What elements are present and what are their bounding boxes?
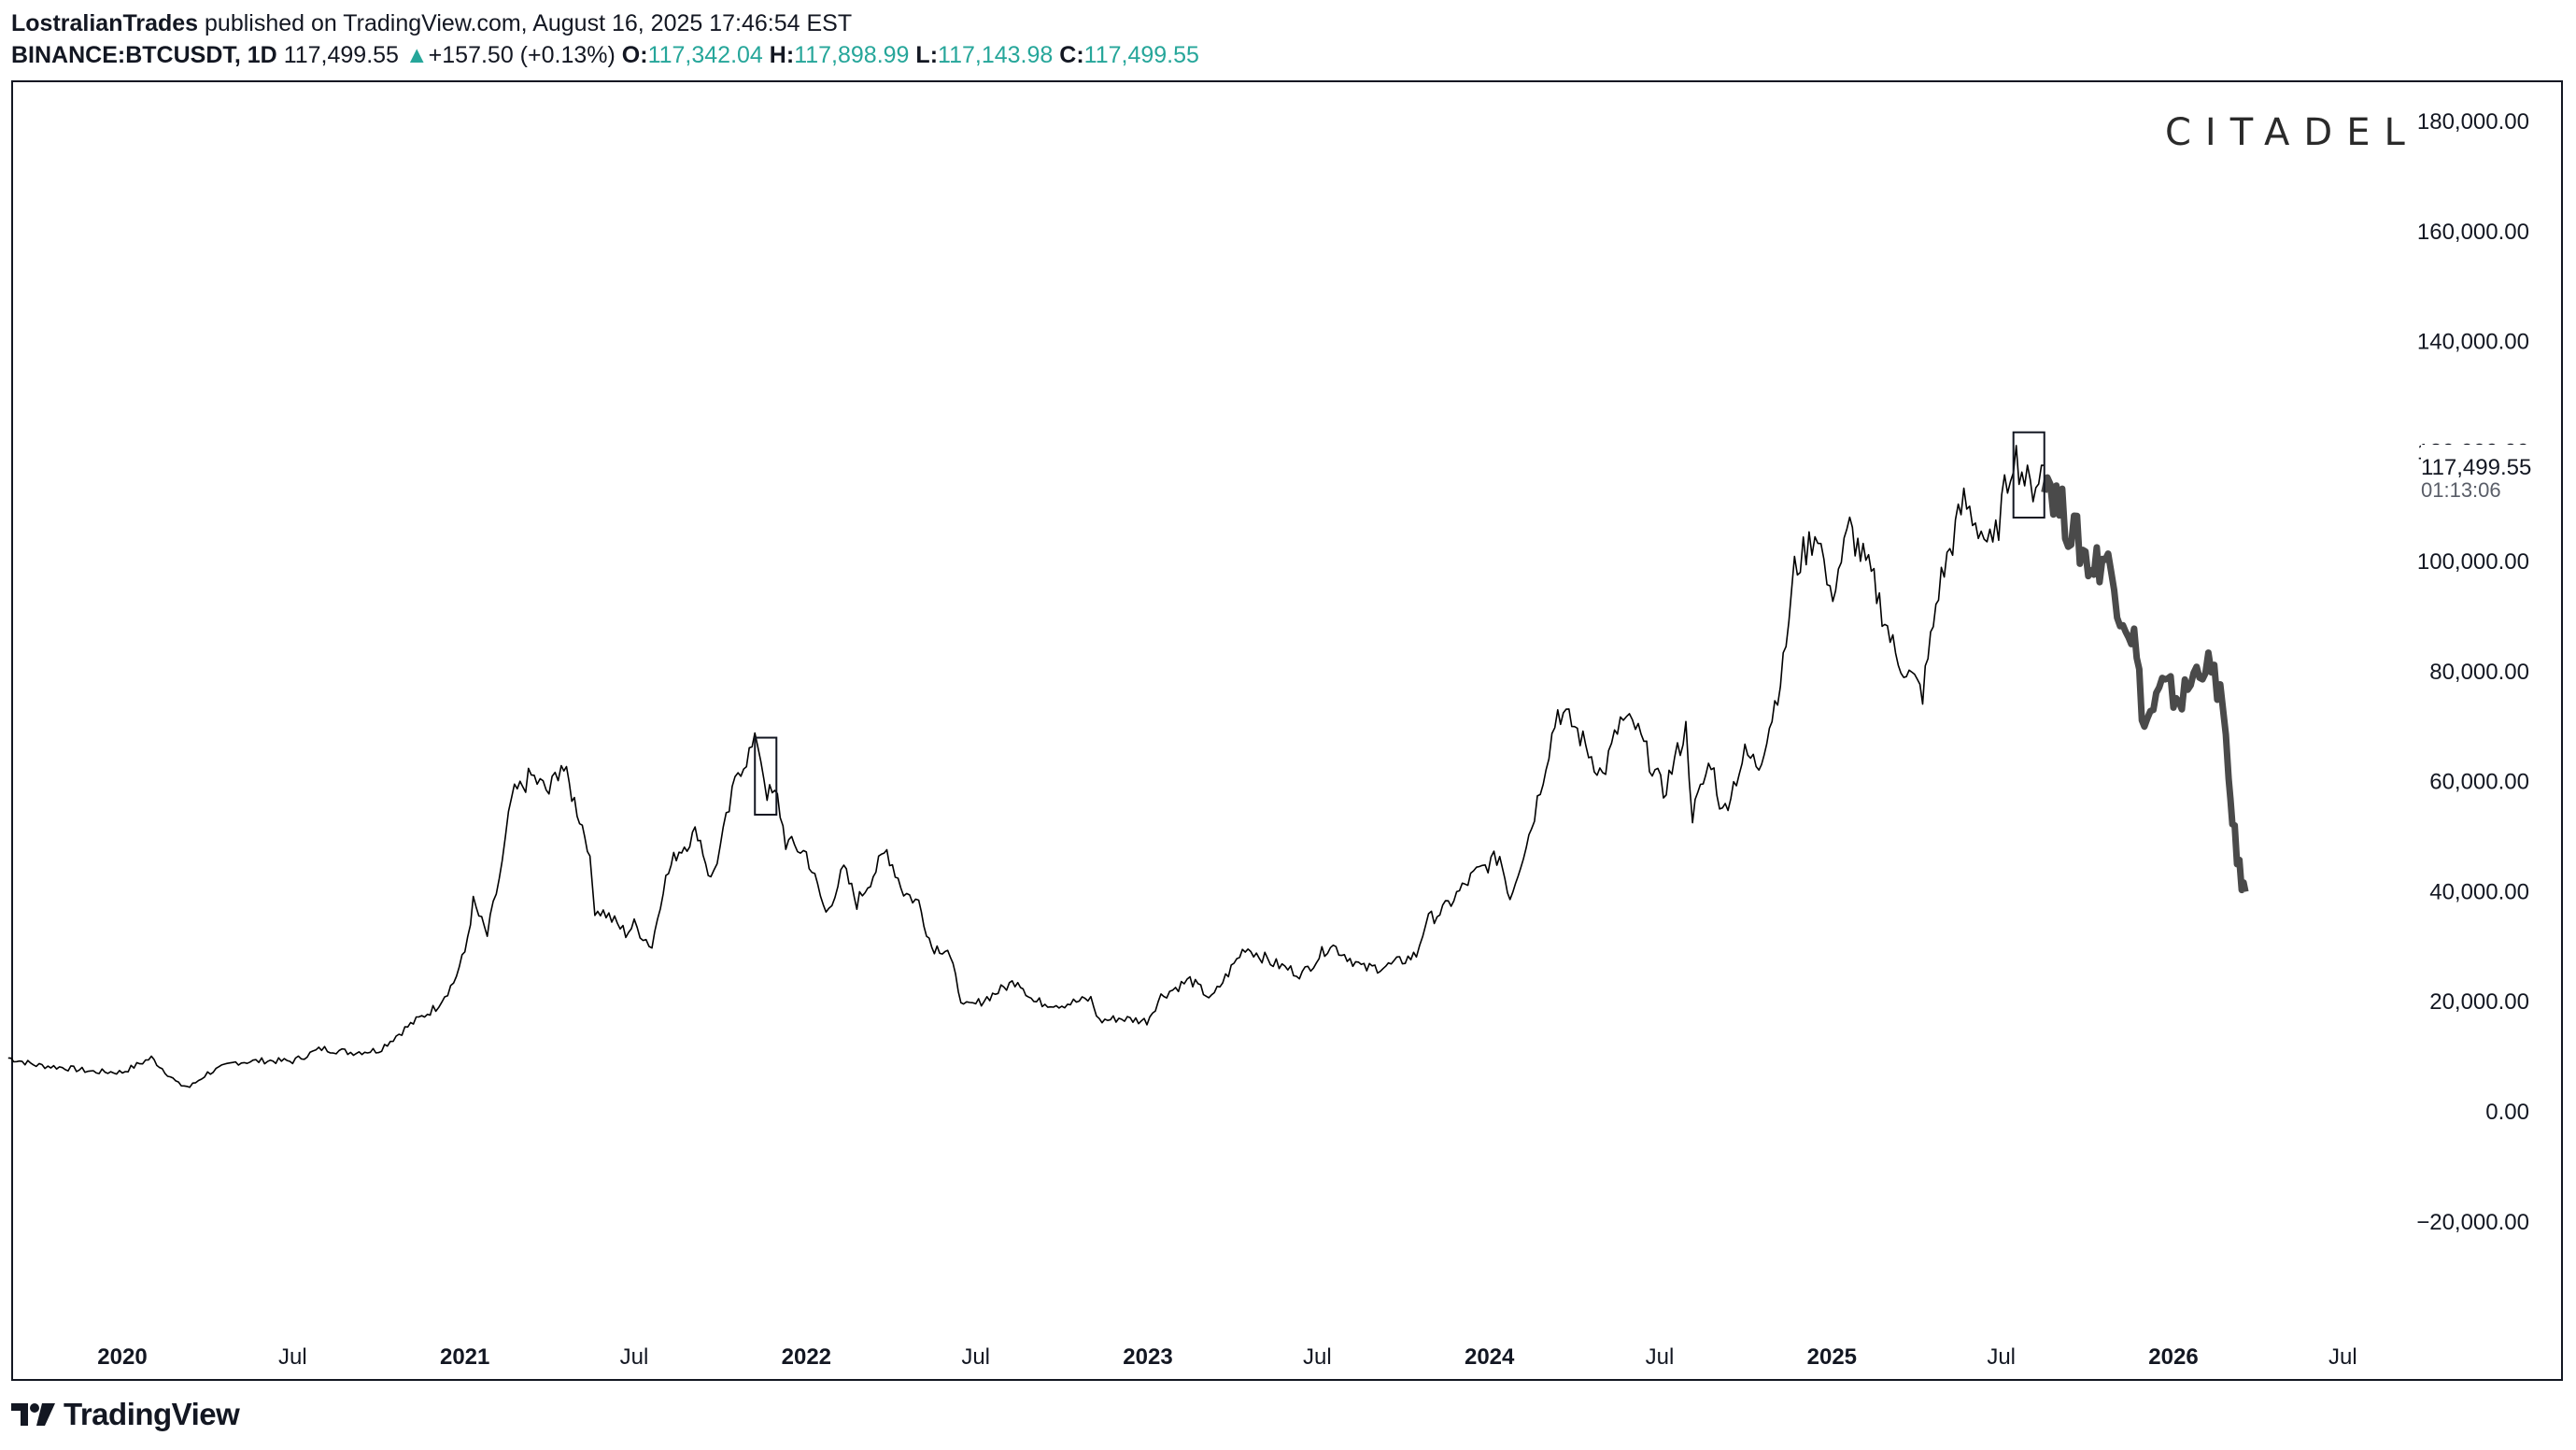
x-tick-label: Jul [278, 1344, 307, 1370]
projection-series-line [2041, 474, 2249, 894]
close-label: C: [1059, 42, 1084, 68]
x-tick-label: Jul [1987, 1344, 2016, 1370]
y-tick-label: 80,000.00 [2429, 660, 2529, 685]
x-tick-label: 2024 [1465, 1344, 1515, 1370]
x-tick-label: 2026 [2148, 1344, 2198, 1370]
x-tick-label: Jul [961, 1344, 990, 1370]
x-tick-label: Jul [2328, 1344, 2357, 1370]
symbol-line: BINANCE:BTCUSDT, 1D 117,499.55 ▲+157.50 … [11, 39, 1199, 71]
open-label: O: [621, 42, 648, 68]
x-tick-label: 2025 [1807, 1344, 1857, 1370]
historical-series-line [7, 445, 2045, 1088]
last-price-label: 117,499.55 [2421, 455, 2531, 480]
tradingview-logo-text: TradingView [64, 1397, 240, 1431]
annotation-rectangle[interactable] [2012, 431, 2045, 519]
open-value: 117,342.04 [647, 42, 763, 68]
tradingview-footer[interactable]: TradingView [11, 1396, 240, 1433]
y-tick-label: 20,000.00 [2429, 989, 2529, 1015]
x-tick-label: 2021 [440, 1344, 489, 1370]
last-price-label-bg [2421, 445, 2561, 503]
y-tick-label: −20,000.00 [2416, 1210, 2529, 1235]
y-tick-label: 60,000.00 [2429, 770, 2529, 795]
low-label: L: [915, 42, 939, 68]
x-tick-label: Jul [1303, 1344, 1332, 1370]
y-tick-label: 140,000.00 [2417, 330, 2529, 355]
y-tick-label: 100,000.00 [2417, 549, 2529, 575]
annotation-rectangle[interactable] [754, 736, 778, 816]
y-tick-label: 160,000.00 [2417, 220, 2529, 245]
tradingview-logo-icon [11, 1403, 55, 1426]
symbol-name[interactable]: BINANCE:BTCUSDT, 1D [11, 42, 277, 68]
chart-frame[interactable] [11, 80, 2563, 1381]
x-tick-label: 2020 [97, 1344, 147, 1370]
close-value: 117,499.55 [1083, 42, 1199, 68]
chart-header: LostralianTrades published on TradingVie… [11, 7, 1199, 71]
high-label: H: [769, 42, 795, 68]
publish-line: LostralianTrades published on TradingVie… [11, 7, 1199, 39]
y-tick-label: 180,000.00 [2417, 109, 2529, 135]
up-arrow-icon: ▲ [404, 42, 429, 68]
x-tick-label: Jul [620, 1344, 649, 1370]
y-tick-label: 0.00 [2485, 1100, 2529, 1125]
publish-info: published on TradingView.com, August 16,… [205, 10, 853, 36]
x-tick-label: 2023 [1123, 1344, 1172, 1370]
y-tick-label: 40,000.00 [2429, 879, 2529, 904]
author-name[interactable]: LostralianTrades [11, 10, 199, 36]
low-value: 117,143.98 [938, 42, 1054, 68]
price-change: +157.50 (+0.13%) [428, 42, 616, 68]
citadel-watermark: CITADEL [2165, 111, 2419, 154]
high-value: 117,898.99 [794, 42, 910, 68]
x-tick-label: 2022 [782, 1344, 831, 1370]
x-tick-label: Jul [1646, 1344, 1675, 1370]
countdown-label: 01:13:06 [2421, 478, 2501, 502]
last-price: 117,499.55 [283, 42, 399, 68]
